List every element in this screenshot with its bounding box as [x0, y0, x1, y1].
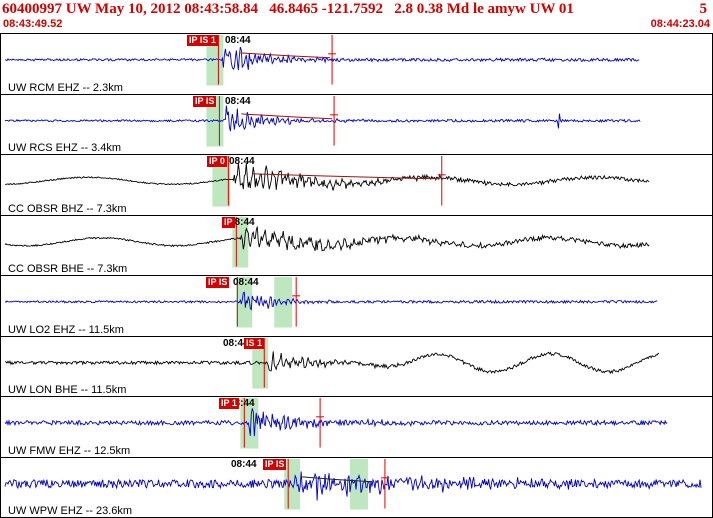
station-label: UW WPW EHZ -- 23.6km — [8, 505, 133, 517]
waveform-trace — [4, 104, 641, 131]
trace-panel[interactable]: 08:44 IP IS UW RCS EHZ -- 3.4km — [1, 94, 712, 155]
phase-pick-flag[interactable]: IP IS 1 — [187, 35, 218, 46]
minute-mark-label: 08:44 — [225, 95, 251, 107]
phase-pick-flag[interactable]: IP IS — [263, 458, 287, 470]
waveform-trace — [4, 46, 640, 71]
trace-panel[interactable]: 08:44 IP IS UW LO2 EHZ -- 11.5km — [1, 276, 712, 337]
pick-window-highlight — [206, 34, 224, 86]
minute-mark-label: 08:44 — [231, 458, 257, 470]
waveform-canvas[interactable] — [1, 155, 712, 215]
trace-count: 5 — [699, 1, 708, 17]
trace-panel[interactable]: 08:44 IS 1 UW LON BHE -- 11.5km — [1, 336, 712, 397]
window-end-time: 08:44:23.04 — [650, 18, 710, 30]
station-label: CC OBSR BHZ -- 7.3km — [8, 202, 127, 215]
waveform-trace — [4, 350, 660, 374]
trace-panel[interactable]: 08:44 IP CC OBSR BHE -- 7.3km — [1, 215, 712, 276]
event-header-line1: 60400997 UW May 10, 2012 08:43:58.84 46.… — [0, 0, 713, 18]
waveform-canvas[interactable] — [1, 337, 712, 397]
event-header-line2: 08:43:49.52 08:44:23.04 — [0, 18, 713, 31]
trace-panel[interactable]: 08:44 IP IS 1 UW RCM EHZ -- 2.3km — [1, 34, 712, 95]
coda-duration-line — [240, 52, 331, 59]
trace-panel[interactable]: 08:44 IP 0 CC OBSR BHZ -- 7.3km — [1, 155, 712, 216]
phase-pick-flag[interactable]: IP 0 — [207, 156, 227, 167]
minute-mark-label: 08:44 — [225, 35, 251, 46]
minute-mark-label: 08:44 — [229, 398, 255, 409]
station-label: CC OBSR BHE -- 7.3km — [8, 263, 128, 275]
minute-mark-label: 08:44 — [223, 337, 249, 349]
waveform-trace — [4, 408, 668, 437]
waveform-canvas[interactable] — [1, 95, 712, 155]
pick-window-highlight — [236, 276, 253, 328]
phase-pick-flag[interactable]: IP IS — [193, 95, 217, 107]
event-summary: 60400997 UW May 10, 2012 08:43:58.84 46.… — [2, 1, 574, 17]
station-label: UW RCS EHZ -- 3.4km — [8, 142, 122, 154]
waveform-canvas[interactable] — [1, 216, 712, 276]
station-label: UW RCM EHZ -- 2.3km — [8, 81, 123, 94]
coda-duration-line — [302, 475, 372, 482]
pick-window-highlight — [284, 458, 301, 510]
waveform-trace — [4, 291, 658, 311]
coda-duration-line — [241, 112, 333, 119]
trace-panel[interactable]: 08:44 IP 1 UW FMW EHZ -- 12.5km — [1, 397, 712, 458]
station-label: UW LO2 EHZ -- 11.5km — [8, 323, 124, 336]
phase-pick-flag[interactable]: IP 1 — [219, 398, 239, 409]
window-start-time: 08:43:49.52 — [3, 18, 63, 30]
trace-panel[interactable]: 08:44 IP IS UW WPW EHZ -- 23.6km — [1, 457, 712, 518]
station-label: UW FMW EHZ -- 12.5km — [8, 444, 131, 457]
waveform-trace — [4, 470, 702, 501]
coda-duration-line — [252, 173, 440, 180]
minute-mark-label: 08:44 — [233, 277, 259, 288]
trace-list: 08:44 IP IS 1 UW RCM EHZ -- 2.3km 08:44 IP I… — [0, 33, 713, 518]
phase-pick-flag[interactable]: IP — [222, 216, 235, 228]
phase-pick-flag[interactable]: IP IS — [206, 277, 230, 288]
pick-window-highlight — [350, 458, 368, 510]
minute-mark-label: 08:44 — [229, 216, 255, 228]
station-label: UW LON BHE -- 11.5km — [8, 384, 127, 396]
waveform-trace — [4, 163, 650, 191]
waveform-canvas[interactable] — [1, 397, 712, 457]
phase-pick-flag[interactable]: IS 1 — [244, 337, 265, 349]
event-header: 60400997 UW May 10, 2012 08:43:58.84 46.… — [0, 0, 713, 33]
waveform-canvas[interactable] — [1, 34, 712, 94]
waveform-canvas[interactable] — [1, 458, 712, 518]
pick-window-highlight — [212, 155, 231, 207]
waveform-canvas[interactable] — [1, 276, 712, 336]
waveform-trace — [4, 225, 650, 252]
minute-mark-label: 08:44 — [229, 156, 255, 167]
